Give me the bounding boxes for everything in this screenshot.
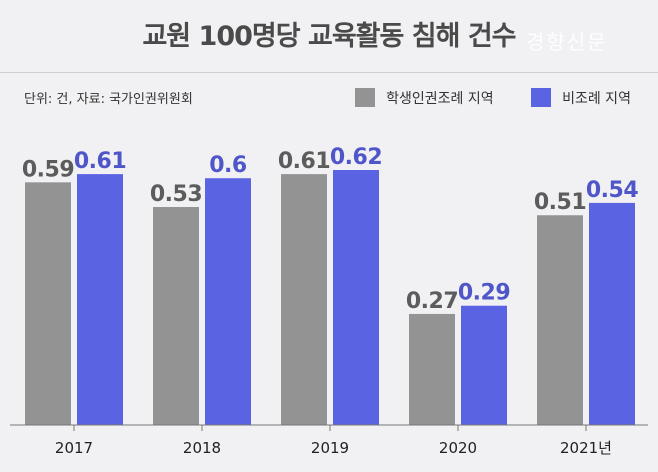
chart-title: 교원 100명당 교육활동 침해 건수 <box>142 21 516 52</box>
data-label-ordinance-3: 0.27 <box>406 289 458 314</box>
bar-ordinance-0 <box>25 182 71 425</box>
data-label-ordinance-2: 0.61 <box>278 149 330 174</box>
legend-swatch-series1 <box>355 88 375 107</box>
data-label-non-ordinance-0: 0.61 <box>74 149 126 174</box>
x-tick-label-2: 2019 <box>311 439 349 457</box>
data-label-ordinance-1: 0.53 <box>150 182 202 207</box>
data-label-ordinance-0: 0.59 <box>22 157 74 182</box>
bar-non-ordinance-3 <box>461 305 507 425</box>
x-tick-label-1: 2018 <box>183 439 221 457</box>
data-label-ordinance-4: 0.51 <box>534 190 586 215</box>
bar-ordinance-2 <box>281 174 327 425</box>
x-tick-label-3: 2020 <box>439 439 477 457</box>
legend-label-series1: 학생인권조례 지역 <box>386 90 494 107</box>
watermark-logo: 경향신문 <box>526 30 608 54</box>
bar-non-ordinance-4 <box>589 202 635 425</box>
bar-ordinance-3 <box>409 313 455 425</box>
legend-item-series2: 비조례 지역 <box>531 87 631 107</box>
bar-ordinance-1 <box>153 207 199 425</box>
bar-non-ordinance-0 <box>77 174 123 425</box>
data-label-non-ordinance-3: 0.29 <box>458 281 510 306</box>
x-tick-label-4: 2021년 <box>560 439 612 457</box>
header-divider <box>0 72 658 73</box>
bar-ordinance-4 <box>537 215 583 425</box>
legend-item-series1: 학생인권조례 지역 <box>355 87 494 107</box>
legend-swatch-series2 <box>531 88 551 107</box>
data-label-non-ordinance-2: 0.62 <box>330 145 382 170</box>
data-label-non-ordinance-4: 0.54 <box>586 178 638 203</box>
data-label-non-ordinance-1: 0.6 <box>209 153 247 178</box>
bar-non-ordinance-2 <box>333 170 379 425</box>
legend-label-series2: 비조례 지역 <box>562 90 631 107</box>
bar-non-ordinance-1 <box>205 178 251 425</box>
unit-source-note: 단위: 건, 자료: 국가인권위원회 <box>24 92 193 107</box>
x-tick-label-0: 2017 <box>55 439 93 457</box>
